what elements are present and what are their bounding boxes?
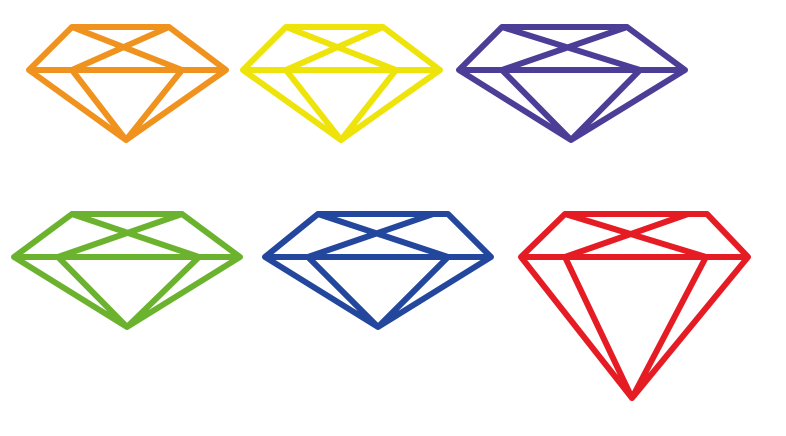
purple-gem-icon [456,24,688,143]
orange-gem-icon [26,24,229,143]
blue-gem-icon [262,211,494,330]
red-gem-icon [518,211,751,401]
yellow-gem-icon [240,24,443,143]
green-gem-icon [11,211,243,330]
